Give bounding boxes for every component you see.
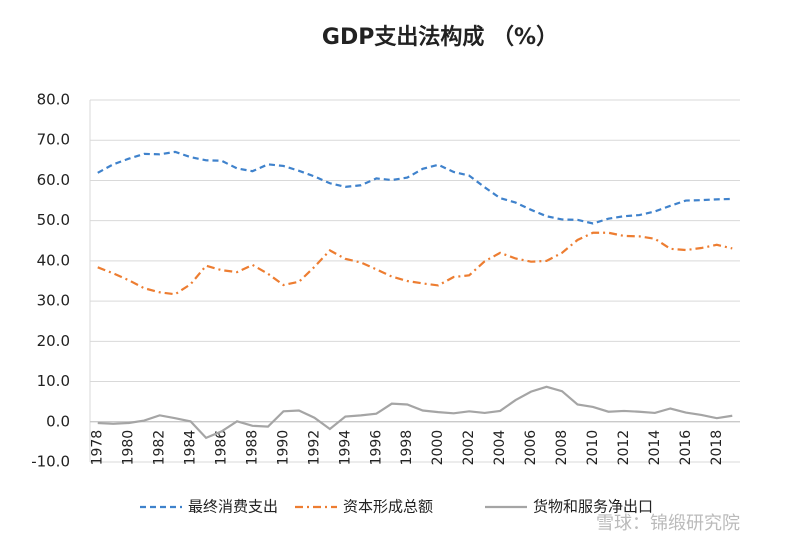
legend-label: 货物和服务净出口: [533, 498, 653, 516]
x-tick-label: 2004: [492, 430, 508, 466]
x-tick-label: 1984: [183, 430, 199, 466]
y-tick-label: 30.0: [37, 292, 70, 310]
x-tick-label: 1998: [399, 430, 415, 466]
x-tick-label: 1980: [121, 430, 137, 466]
y-tick-label: 60.0: [37, 171, 70, 189]
x-tick-label: 2016: [678, 430, 694, 466]
x-tick-label: 2018: [709, 430, 725, 466]
watermark: 雪球：锦缎研究院: [596, 513, 740, 534]
series-line: [97, 231, 733, 296]
x-tick-label: 2014: [647, 430, 663, 466]
series-line: [97, 385, 733, 440]
y-tick-label: 50.0: [37, 211, 70, 229]
x-tick-label: 1986: [214, 430, 230, 466]
legend-label: 最终消费支出: [188, 498, 278, 516]
y-tick-label: 0.0: [46, 412, 70, 430]
y-tick-label: 20.0: [37, 332, 70, 350]
x-tick-label: 1994: [337, 430, 353, 466]
chart-title: GDP支出法构成 （%）: [322, 24, 558, 50]
y-tick-label: 40.0: [37, 251, 70, 269]
y-tick-label: -10.0: [31, 453, 70, 471]
x-tick-label: 1988: [245, 430, 261, 466]
y-tick-label: 70.0: [37, 131, 70, 149]
x-tick-label: 2010: [585, 430, 601, 466]
y-tick-label: 80.0: [37, 91, 70, 109]
x-tick-label: 1996: [368, 430, 384, 466]
x-tick-label: 2002: [461, 430, 477, 466]
x-tick-label: 1978: [90, 430, 106, 466]
legend-label: 资本形成总额: [343, 498, 433, 516]
x-tick-label: 2000: [430, 430, 446, 466]
x-tick-label: 1982: [152, 430, 168, 466]
series-line: [97, 150, 733, 225]
y-tick-label: 10.0: [37, 372, 70, 390]
x-tick-label: 1992: [306, 430, 322, 466]
x-tick-label: 2006: [523, 430, 539, 466]
x-tick-label: 2012: [616, 430, 632, 466]
x-tick-label: 2008: [554, 430, 570, 466]
x-tick-label: 1990: [275, 430, 291, 466]
